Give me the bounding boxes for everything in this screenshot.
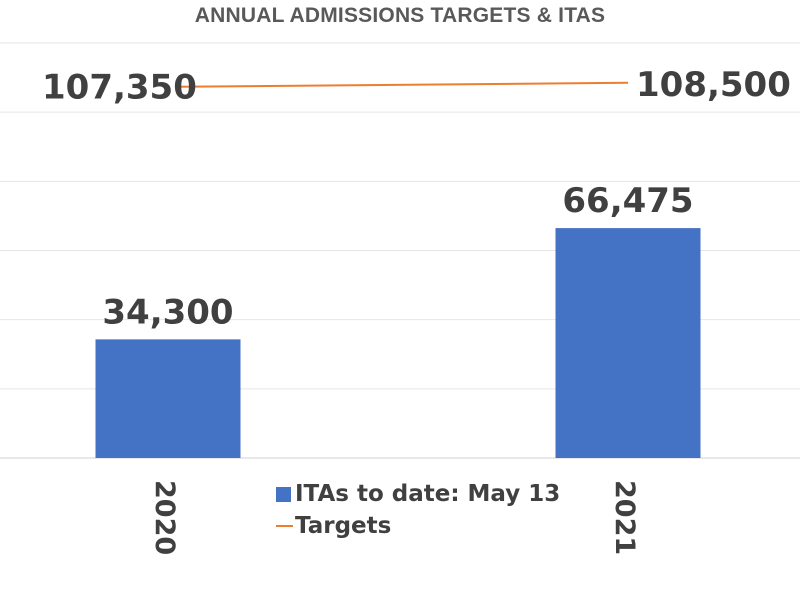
data-labels: 34,300 66,475 107,350 108,500 <box>42 65 791 333</box>
x-tick-label-2021: 2021 <box>609 480 640 555</box>
legend-swatch-targets <box>276 525 293 527</box>
chart-title: ANNUAL ADMISSIONS TARGETS & ITAS <box>194 4 606 27</box>
legend-item-itas: ITAs to date: May 13 <box>276 478 560 510</box>
legend-item-targets: Targets <box>276 510 560 542</box>
legend-label-targets: Targets <box>295 513 392 539</box>
bar-value-label-2020: 34,300 <box>102 292 233 332</box>
target-line <box>177 81 629 88</box>
bar-2021 <box>555 228 701 458</box>
bar-value-label-2021: 66,475 <box>562 181 693 221</box>
target-value-label-2021: 108,500 <box>636 65 791 105</box>
legend-label-itas: ITAs to date: May 13 <box>295 481 561 507</box>
target-series <box>177 81 629 88</box>
bar-series <box>95 228 701 458</box>
legend: ITAs to date: May 13 Targets <box>276 478 560 542</box>
bar-2020 <box>95 339 241 458</box>
target-value-label-2020: 107,350 <box>42 68 197 108</box>
legend-swatch-itas <box>276 486 291 502</box>
x-axis-ticks: 2020 2021 <box>149 480 640 555</box>
x-tick-label-2020: 2020 <box>149 480 180 555</box>
